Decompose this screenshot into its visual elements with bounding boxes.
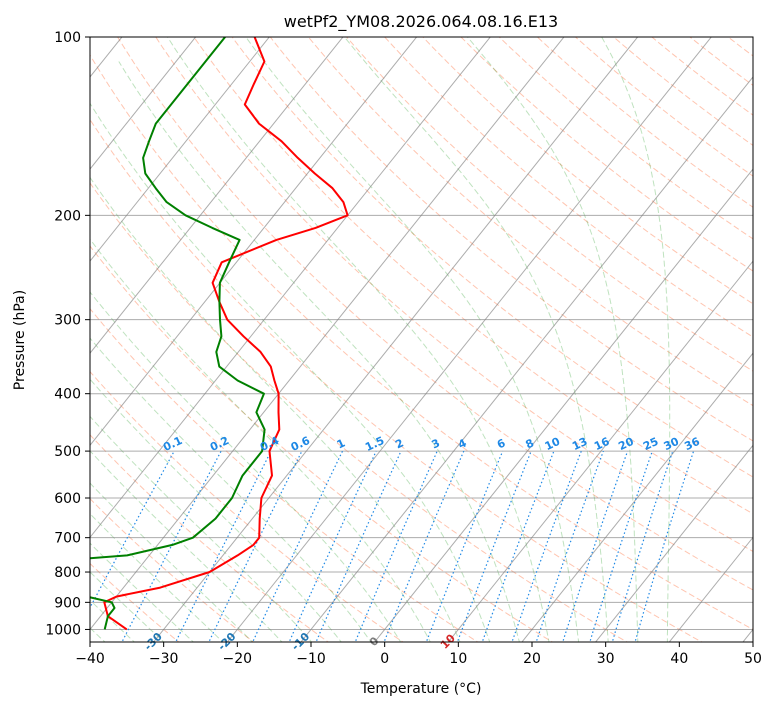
y-tick-label: 800: [54, 565, 81, 581]
x-tick-label: 40: [670, 651, 688, 667]
y-tick-label: 300: [54, 313, 81, 329]
y-tick-label: 1000: [45, 622, 81, 638]
x-tick-label: −10: [296, 651, 326, 667]
y-tick-label: 200: [54, 208, 81, 224]
y-tick-label: 400: [54, 387, 81, 403]
x-tick-label: −20: [223, 651, 253, 667]
y-tick-label: 500: [54, 444, 81, 460]
y-tick-label: 900: [54, 595, 81, 611]
x-tick-label: −30: [149, 651, 179, 667]
y-tick-label: 700: [54, 531, 81, 547]
x-tick-label: −40: [75, 651, 105, 667]
x-tick-label: 20: [523, 651, 541, 667]
x-tick-label: 10: [449, 651, 467, 667]
y-axis-label: Pressure (hPa): [12, 290, 28, 390]
x-axis-label: Temperature (°C): [360, 681, 482, 697]
y-tick-label: 600: [54, 491, 81, 507]
x-tick-label: 30: [597, 651, 615, 667]
chart-title: wetPf2_YM08.2026.064.08.16.E13: [284, 12, 558, 32]
x-tick-label: 0: [380, 651, 389, 667]
y-tick-label: 100: [54, 30, 81, 46]
x-tick-label: 50: [744, 651, 762, 667]
